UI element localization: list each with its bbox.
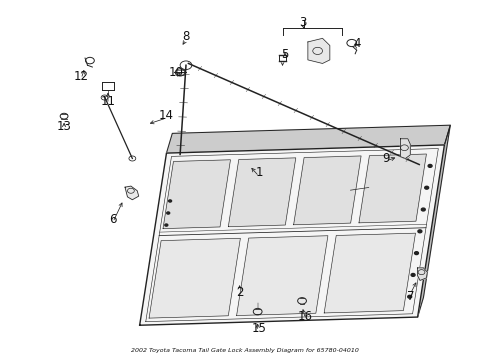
Circle shape <box>421 208 425 211</box>
Text: 14: 14 <box>159 109 174 122</box>
Text: 5: 5 <box>281 48 288 61</box>
Polygon shape <box>125 186 139 200</box>
Polygon shape <box>228 158 295 227</box>
Circle shape <box>168 200 171 202</box>
Circle shape <box>410 274 414 276</box>
Text: 3: 3 <box>299 16 306 29</box>
Circle shape <box>424 186 428 189</box>
Polygon shape <box>163 160 230 229</box>
Polygon shape <box>293 156 360 225</box>
Text: 12: 12 <box>74 69 88 82</box>
Circle shape <box>164 224 167 226</box>
Polygon shape <box>417 268 427 280</box>
Circle shape <box>166 212 169 214</box>
Polygon shape <box>140 145 444 325</box>
Polygon shape <box>166 125 449 153</box>
Circle shape <box>427 165 431 167</box>
Circle shape <box>414 252 418 255</box>
Circle shape <box>407 295 411 298</box>
Polygon shape <box>417 125 449 317</box>
Text: 16: 16 <box>297 310 312 323</box>
Polygon shape <box>400 139 409 158</box>
Text: 9: 9 <box>382 152 389 165</box>
Text: 2: 2 <box>235 287 243 300</box>
Text: 15: 15 <box>251 322 266 335</box>
Polygon shape <box>324 233 415 313</box>
Text: 4: 4 <box>352 37 360 50</box>
Polygon shape <box>307 39 329 63</box>
Text: 1: 1 <box>255 166 263 179</box>
Polygon shape <box>149 238 240 318</box>
Text: 11: 11 <box>100 95 115 108</box>
Text: 2002 Toyota Tacoma Tail Gate Lock Assembly Diagram for 65780-04010: 2002 Toyota Tacoma Tail Gate Lock Assemb… <box>130 348 358 353</box>
Text: 10: 10 <box>168 66 183 79</box>
Polygon shape <box>358 154 426 223</box>
Circle shape <box>417 230 421 233</box>
Text: 7: 7 <box>406 290 413 303</box>
Text: 8: 8 <box>182 30 189 43</box>
Text: 6: 6 <box>109 213 116 226</box>
Polygon shape <box>236 236 327 315</box>
Text: 13: 13 <box>57 120 71 133</box>
